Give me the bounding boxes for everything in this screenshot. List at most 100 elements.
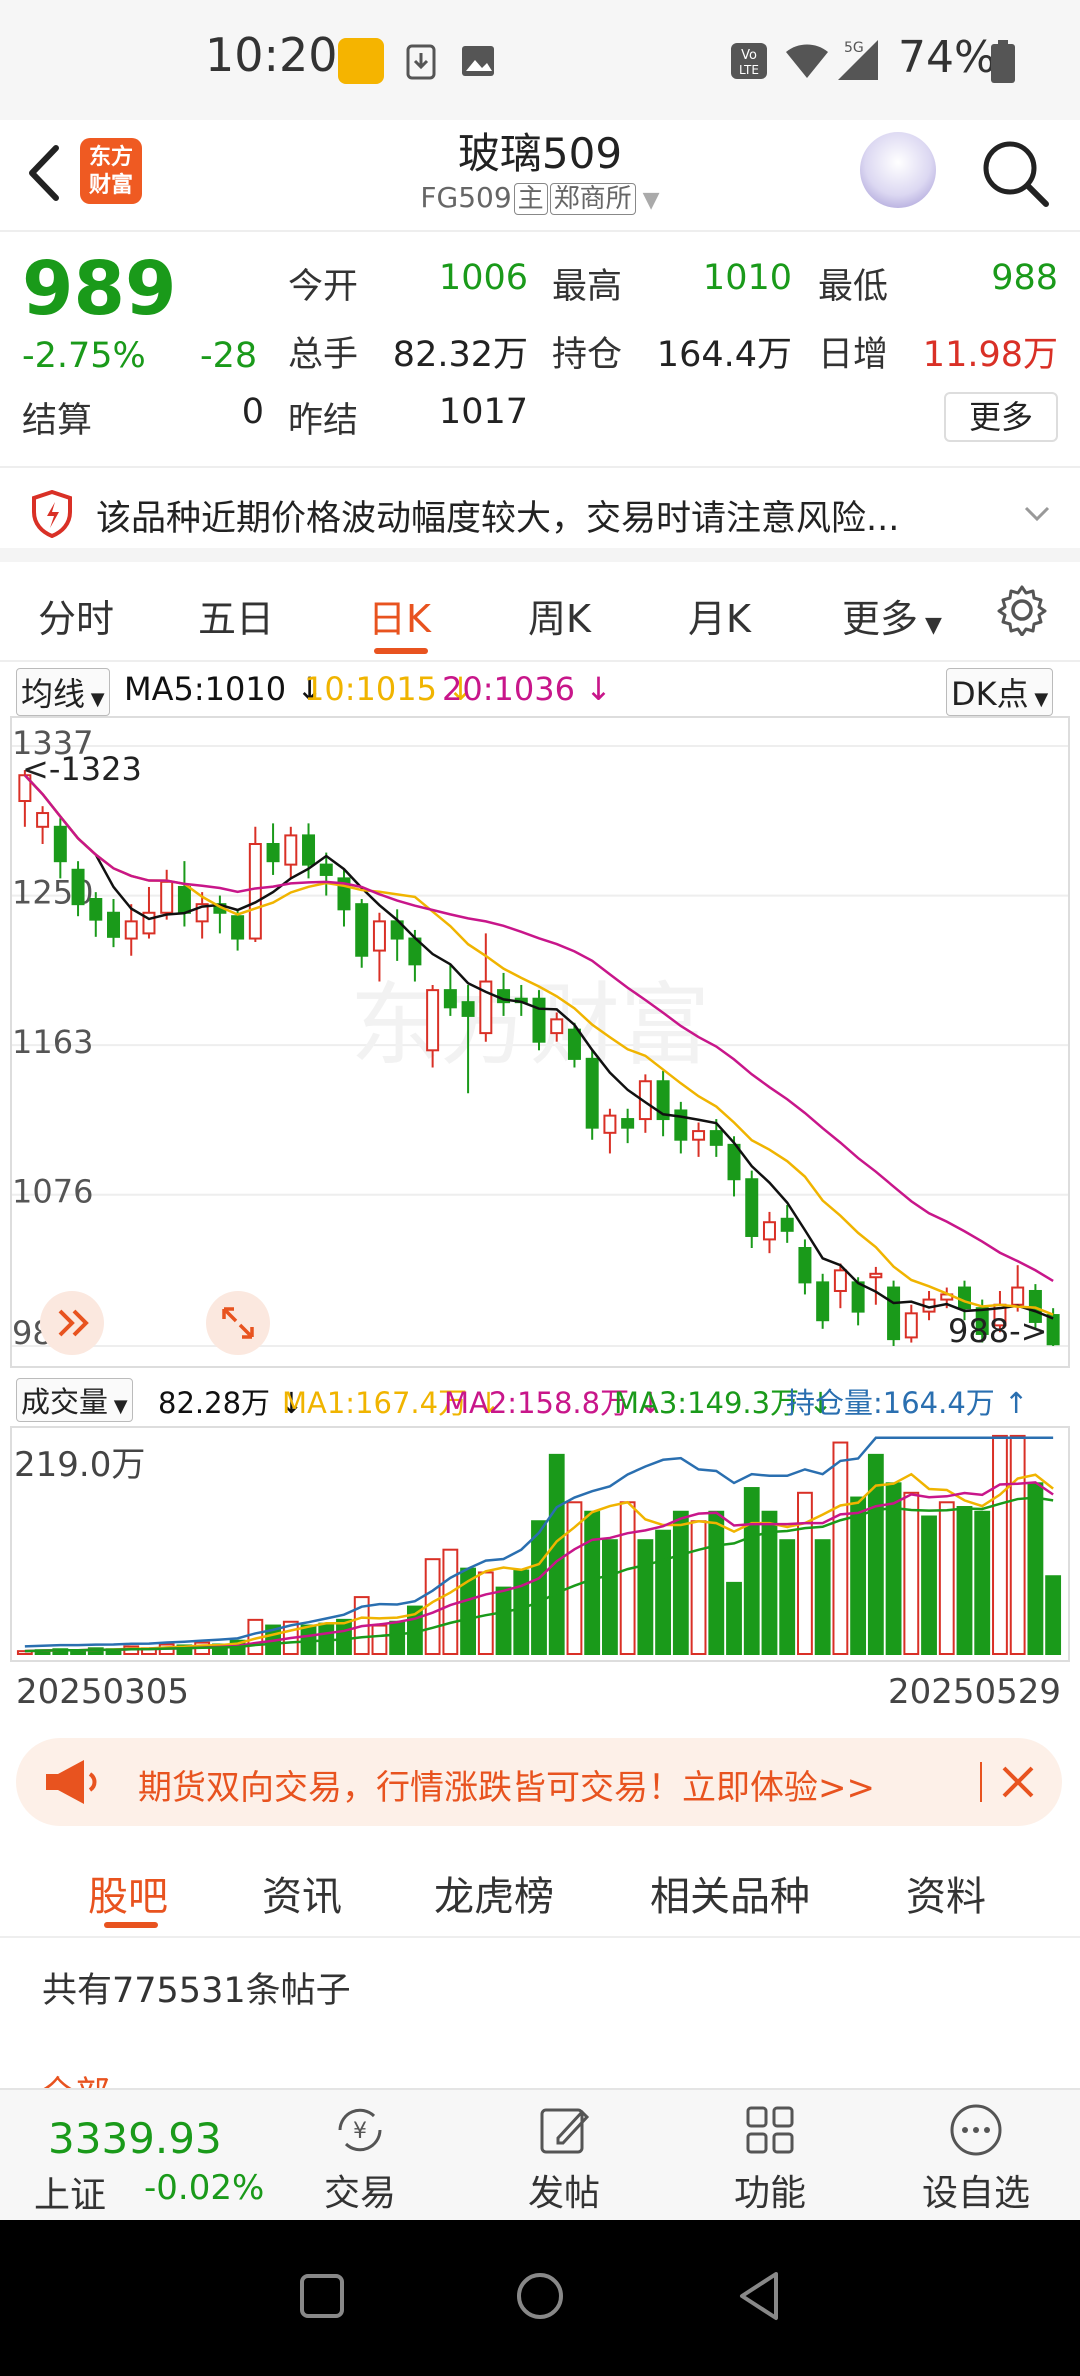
low-label: 最低 bbox=[818, 267, 889, 307]
active-tab-indicator bbox=[374, 648, 428, 654]
status-time: 10:20 bbox=[205, 28, 338, 82]
nav-post[interactable]: 发帖 bbox=[494, 2100, 634, 2216]
gear-icon[interactable] bbox=[996, 584, 1048, 636]
vol-ma3-label: MA3:149.3万 ↓ bbox=[614, 1386, 833, 1420]
bottom-bar: 3339.93 上证 -0.02% ¥ 交易 发帖 功能 设自选 bbox=[0, 2088, 1080, 2220]
candle-body bbox=[1046, 1314, 1060, 1346]
volume-bar bbox=[389, 1620, 406, 1655]
tab-monthly-k[interactable]: 月K bbox=[688, 597, 751, 641]
nav-functions[interactable]: 功能 bbox=[700, 2100, 840, 2216]
volume-bar bbox=[690, 1520, 707, 1655]
exchange-tag: 郑商所 bbox=[549, 183, 636, 215]
low-value: 988 bbox=[991, 258, 1058, 298]
volume-chart[interactable]: 219.0万 bbox=[10, 1426, 1070, 1662]
y-tick-label: 1076 bbox=[12, 1173, 93, 1211]
x-end-date: 20250529 bbox=[888, 1672, 1062, 1712]
risk-warning-text: 该品种近期价格波动幅度较大，交易时请注意风险... bbox=[96, 499, 900, 539]
volume-bar bbox=[903, 1491, 920, 1655]
dk-point-selector[interactable]: DK点 ▼ bbox=[946, 668, 1054, 716]
recent-apps-icon[interactable] bbox=[298, 2272, 346, 2320]
candle-body bbox=[195, 903, 209, 923]
nav-trade[interactable]: ¥ 交易 bbox=[290, 2100, 430, 2216]
svg-text:¥: ¥ bbox=[353, 2119, 367, 2144]
max-price-marker: <-1323 bbox=[22, 750, 142, 788]
tab-five-day[interactable]: 五日 bbox=[198, 597, 275, 641]
close-icon[interactable] bbox=[994, 1758, 1042, 1806]
y-tick-label: 1163 bbox=[12, 1023, 93, 1061]
prev-settle-label: 昨结 bbox=[288, 401, 359, 441]
volume-bar bbox=[300, 1624, 317, 1656]
megaphone-icon bbox=[46, 1760, 97, 1804]
candle-body bbox=[585, 1057, 599, 1129]
svg-text:Vo: Vo bbox=[741, 48, 757, 63]
robot-assistant-icon[interactable] bbox=[860, 132, 936, 208]
tab-weekly-k[interactable]: 周K bbox=[528, 597, 591, 641]
daily-add-label: 日增 bbox=[818, 335, 889, 375]
tab-more-periods[interactable]: 更多 ▼ bbox=[842, 597, 942, 641]
app-logo[interactable]: 东方财富 bbox=[80, 138, 142, 204]
battery-percent: 74% bbox=[898, 32, 996, 83]
weibo-icon bbox=[338, 38, 384, 84]
chevron-down-icon[interactable] bbox=[1022, 498, 1052, 528]
nav-add-watchlist[interactable]: 设自选 bbox=[906, 2100, 1046, 2216]
candle-body bbox=[833, 1269, 847, 1292]
candle-body bbox=[337, 877, 351, 911]
volume-bar bbox=[850, 1496, 867, 1655]
index-change: -0.02% bbox=[144, 2168, 265, 2208]
tab-profile[interactable]: 资料 bbox=[906, 1874, 986, 1920]
quote-panel: 989 -2.75% -28 结算 0 今开 1006 最高 1010 最低 9… bbox=[0, 232, 1080, 466]
volume-bar bbox=[974, 1510, 991, 1655]
candle-body bbox=[887, 1286, 901, 1341]
nav-add-watchlist-label: 设自选 bbox=[921, 2173, 1030, 2214]
candle-body bbox=[177, 885, 191, 914]
index-ticker[interactable]: 3339.93 上证 -0.02% bbox=[0, 2090, 280, 2222]
tab-related[interactable]: 相关品种 bbox=[650, 1874, 810, 1920]
min-price-marker: 988-> bbox=[948, 1312, 1047, 1350]
tab-daily-k[interactable]: 日K bbox=[368, 597, 431, 641]
indicator-selector[interactable]: 均线 ▼ bbox=[16, 668, 110, 716]
back-triangle-icon[interactable] bbox=[736, 2270, 782, 2322]
tab-dragon-tiger[interactable]: 龙虎榜 bbox=[434, 1874, 554, 1920]
promo-divider bbox=[980, 1762, 982, 1802]
candle-body bbox=[124, 920, 138, 940]
dropdown-triangle-icon[interactable]: ▼ bbox=[635, 188, 660, 213]
volume-bar bbox=[318, 1622, 335, 1655]
candle-body bbox=[638, 1080, 652, 1121]
more-quote-button[interactable]: 更多 bbox=[944, 392, 1058, 442]
promo-banner[interactable]: 期货双向交易，行情涨跌皆可交易！立即体验>> bbox=[16, 1738, 1062, 1826]
risk-warning-bar[interactable]: 该品种近期价格波动幅度较大，交易时请注意风险... bbox=[0, 466, 1080, 562]
position-label: 持仓 bbox=[552, 335, 623, 375]
tab-forum[interactable]: 股吧 bbox=[88, 1874, 168, 1920]
main-contract-tag: 主 bbox=[513, 183, 548, 215]
volume-bar bbox=[814, 1539, 831, 1655]
candle-body bbox=[160, 880, 174, 914]
volume-indicator-selector[interactable]: 成交量 ▼ bbox=[16, 1378, 133, 1422]
page-title: 玻璃509 bbox=[457, 129, 623, 178]
change-percent: -2.75% bbox=[22, 336, 146, 376]
candle-body bbox=[532, 997, 546, 1043]
tab-news[interactable]: 资讯 bbox=[262, 1874, 342, 1920]
candle-body bbox=[461, 1001, 475, 1017]
volume-bar bbox=[176, 1644, 193, 1655]
search-icon[interactable] bbox=[978, 136, 1054, 212]
volume-bar bbox=[672, 1510, 689, 1655]
volume-bar bbox=[442, 1548, 459, 1655]
volume-bar bbox=[921, 1515, 937, 1655]
candle-body bbox=[904, 1312, 918, 1339]
last-price: 989 bbox=[22, 246, 177, 332]
ma20-line bbox=[23, 774, 1054, 1282]
candle-body bbox=[284, 834, 298, 866]
fullscreen-icon[interactable] bbox=[206, 1291, 270, 1355]
home-icon[interactable] bbox=[514, 2270, 566, 2322]
back-arrow-icon[interactable] bbox=[20, 138, 70, 208]
app-header: 玻璃509 FG509 主郑商所 ▼ 东方财富 bbox=[0, 120, 1080, 232]
volume-bar bbox=[655, 1529, 672, 1655]
expand-left-icon[interactable] bbox=[40, 1291, 104, 1355]
candle-body bbox=[266, 842, 280, 863]
volume-value-label: 82.28万 ↓ bbox=[158, 1386, 304, 1420]
volume-bar bbox=[708, 1510, 725, 1655]
volume-bar bbox=[1045, 1575, 1062, 1655]
tab-intraday[interactable]: 分时 bbox=[38, 597, 115, 641]
ma20-label: 20:1036 ↓ bbox=[442, 670, 612, 708]
